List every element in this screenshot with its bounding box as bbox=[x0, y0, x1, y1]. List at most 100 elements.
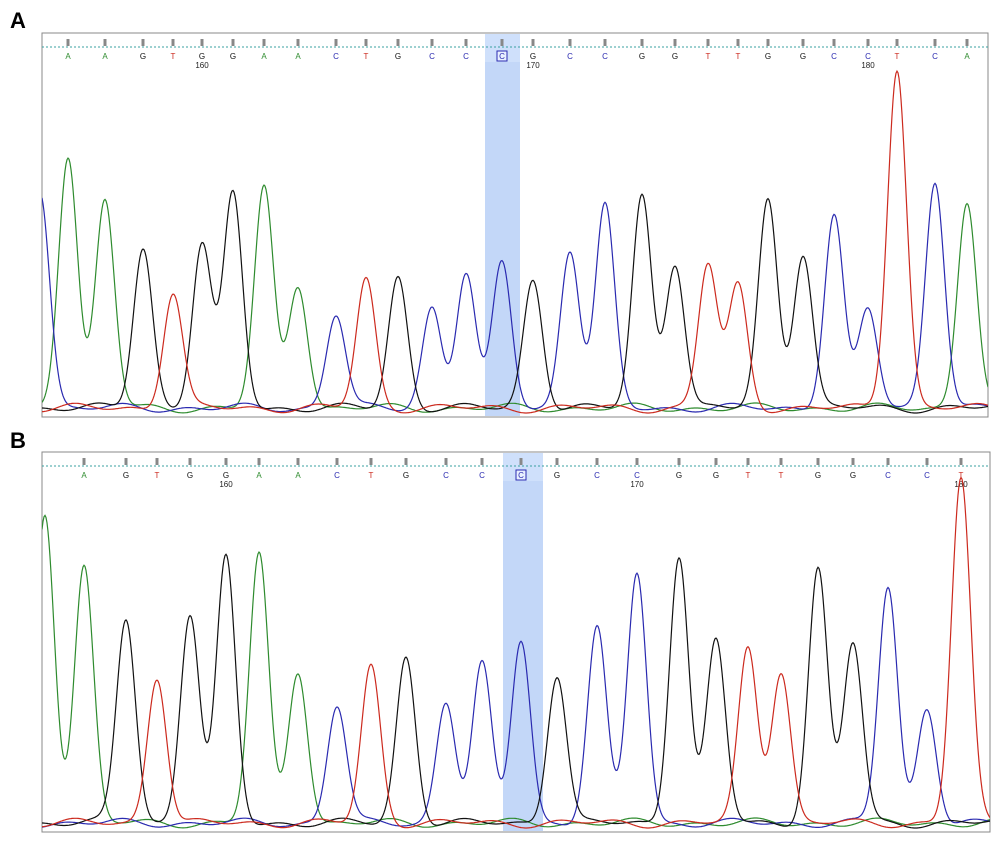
base-tick bbox=[141, 39, 145, 46]
base-call: C bbox=[865, 52, 871, 61]
base-call: C bbox=[518, 471, 524, 480]
selected-column bbox=[503, 453, 543, 831]
base-tick bbox=[224, 458, 228, 465]
base-call: G bbox=[140, 52, 146, 61]
base-tick bbox=[925, 458, 929, 465]
base-tick bbox=[171, 39, 175, 46]
base-call: T bbox=[171, 52, 176, 61]
base-tick bbox=[257, 458, 261, 465]
base-tick bbox=[851, 458, 855, 465]
base-tick bbox=[364, 39, 368, 46]
base-call: G bbox=[187, 471, 193, 480]
base-tick bbox=[480, 458, 484, 465]
base-call: G bbox=[123, 471, 129, 480]
base-tick bbox=[895, 39, 899, 46]
base-call: G bbox=[676, 471, 682, 480]
base-tick bbox=[296, 39, 300, 46]
base-tick bbox=[404, 458, 408, 465]
base-tick bbox=[886, 458, 890, 465]
trace bbox=[42, 572, 990, 828]
base-call: C bbox=[479, 471, 485, 480]
base-tick bbox=[959, 458, 963, 465]
base-tick bbox=[464, 39, 468, 46]
base-call: G bbox=[639, 52, 645, 61]
base-call: T bbox=[364, 52, 369, 61]
base-tick bbox=[673, 39, 677, 46]
base-tick bbox=[866, 39, 870, 46]
position-label: 180 bbox=[861, 61, 875, 70]
base-tick bbox=[832, 39, 836, 46]
base-call: G bbox=[223, 471, 229, 480]
base-call: A bbox=[261, 52, 267, 61]
base-tick bbox=[66, 39, 70, 46]
base-call: G bbox=[199, 52, 205, 61]
panel-label: B bbox=[10, 428, 26, 453]
base-call: A bbox=[964, 52, 970, 61]
base-call: G bbox=[530, 52, 536, 61]
base-call: C bbox=[831, 52, 837, 61]
chromatogram-panel: A A G T G G A A C T G C C C G C C G G T T G G C C T C A 160 170 180 bbox=[42, 34, 988, 416]
base-tick bbox=[200, 39, 204, 46]
base-tick bbox=[736, 39, 740, 46]
base-tick bbox=[444, 458, 448, 465]
base-tick bbox=[816, 458, 820, 465]
base-call: C bbox=[602, 52, 608, 61]
base-call: C bbox=[443, 471, 449, 480]
base-box bbox=[515, 469, 527, 481]
base-tick bbox=[766, 39, 770, 46]
base-call: A bbox=[256, 471, 262, 480]
base-call: G bbox=[672, 52, 678, 61]
trace bbox=[42, 182, 988, 413]
base-tick bbox=[188, 458, 192, 465]
base-tick bbox=[706, 39, 710, 46]
base-call: G bbox=[554, 471, 560, 480]
base-call: G bbox=[800, 52, 806, 61]
base-tick bbox=[519, 458, 523, 465]
base-call: T bbox=[746, 471, 751, 480]
position-label: 170 bbox=[630, 480, 644, 489]
base-tick bbox=[635, 458, 639, 465]
trace bbox=[42, 69, 988, 414]
trace bbox=[42, 189, 988, 414]
base-call: A bbox=[295, 52, 301, 61]
base-tick bbox=[965, 39, 969, 46]
base-call: C bbox=[924, 471, 930, 480]
base-tick bbox=[335, 458, 339, 465]
base-tick bbox=[155, 458, 159, 465]
base-tick bbox=[595, 458, 599, 465]
base-call: T bbox=[895, 52, 900, 61]
base-call: C bbox=[463, 52, 469, 61]
base-tick bbox=[640, 39, 644, 46]
base-tick bbox=[933, 39, 937, 46]
base-tick bbox=[555, 458, 559, 465]
base-tick bbox=[746, 458, 750, 465]
base-tick bbox=[430, 39, 434, 46]
base-call: A bbox=[295, 471, 301, 480]
base-call: G bbox=[395, 52, 401, 61]
traces bbox=[42, 476, 990, 829]
base-call: C bbox=[594, 471, 600, 480]
base-tick bbox=[677, 458, 681, 465]
base-call: G bbox=[765, 52, 771, 61]
base-call: A bbox=[65, 52, 71, 61]
base-call: C bbox=[499, 52, 505, 61]
base-call: G bbox=[230, 52, 236, 61]
selected-column bbox=[485, 34, 520, 416]
position-label: 180 bbox=[954, 480, 968, 489]
position-label: 160 bbox=[219, 480, 233, 489]
base-call: T bbox=[779, 471, 784, 480]
base-tick bbox=[103, 39, 107, 46]
base-call: C bbox=[885, 471, 891, 480]
base-call: T bbox=[736, 52, 741, 61]
trace bbox=[42, 157, 988, 414]
base-call: A bbox=[102, 52, 108, 61]
base-tick bbox=[369, 458, 373, 465]
base-tick bbox=[296, 458, 300, 465]
base-call: C bbox=[634, 471, 640, 480]
chromatogram-panel: A G T G G A A C T G C C C G C C G G T T G G C C T 160 170 180 bbox=[42, 453, 990, 831]
trace bbox=[42, 476, 990, 829]
base-tick bbox=[568, 39, 572, 46]
base-tick bbox=[801, 39, 805, 46]
base-tick bbox=[714, 458, 718, 465]
